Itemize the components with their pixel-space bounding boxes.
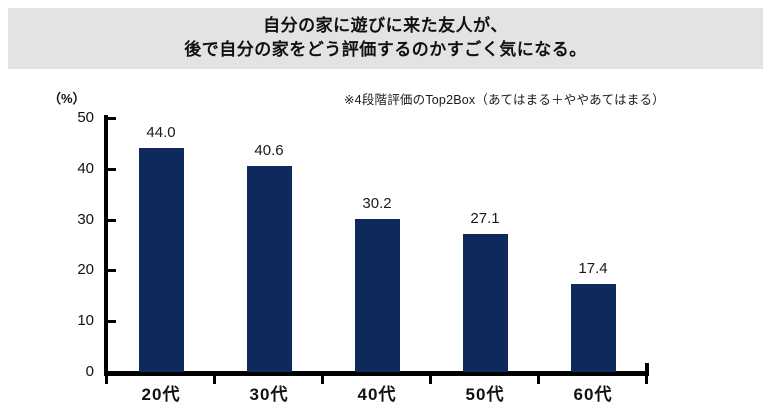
y-axis-tick-mark	[108, 218, 116, 222]
y-axis-tick-mark	[108, 269, 116, 273]
chart-title-box: 自分の家に遊びに来た友人が、 後で自分の家をどう評価するのかすごく気になる。	[8, 8, 763, 69]
bar-value-label: 17.4	[578, 259, 608, 277]
bar-value-label: 27.1	[470, 210, 500, 228]
y-axis-unit-label: （%）	[48, 91, 86, 106]
x-axis-end-cap	[645, 363, 649, 372]
x-axis-category-label: 40代	[357, 385, 397, 404]
x-axis-category-label: 30代	[249, 385, 289, 404]
bar-20代	[138, 148, 184, 372]
y-axis-tick-label: 30	[77, 210, 94, 228]
chart-title-line-2: 後で自分の家をどう評価するのかすごく気になる。	[184, 40, 587, 59]
x-axis-tick-mark	[321, 376, 324, 384]
y-axis-tick-label: 20	[77, 261, 94, 279]
x-axis-line	[104, 371, 649, 376]
bar-value-label: 30.2	[362, 194, 392, 212]
x-axis-tick-mark	[537, 376, 540, 384]
bar-value-label: 44.0	[146, 124, 176, 142]
y-axis-line	[104, 115, 108, 376]
y-axis-tick-label: 50	[77, 109, 94, 126]
y-axis-tick-mark	[108, 320, 116, 324]
bar-60代	[570, 283, 616, 372]
y-axis-tick-label: 0	[85, 363, 94, 380]
bar-value-label: 40.6	[254, 141, 284, 159]
x-axis-category-label: 50代	[465, 385, 505, 404]
x-axis-tick-mark	[645, 376, 648, 384]
x-axis-tick-mark	[429, 376, 432, 384]
bar-30代	[246, 165, 292, 372]
y-axis-tick-label: 10	[77, 312, 94, 330]
y-axis-tick-mark	[108, 167, 116, 171]
chart-title-line-1: 自分の家に遊びに来た友人が、	[263, 16, 508, 35]
x-axis-tick-mark	[105, 376, 108, 384]
x-axis-tick-mark	[213, 376, 216, 384]
x-axis-category-label: 20代	[141, 385, 181, 404]
y-axis-tick-label: 40	[77, 159, 94, 177]
bar-50代	[462, 234, 508, 372]
chart-note: ※4段階評価のTop2Box（あてはまる＋ややあてはまる）	[344, 93, 665, 107]
x-axis-category-label: 60代	[573, 385, 613, 404]
bar-40代	[354, 218, 400, 372]
y-axis-tick-mark	[108, 117, 116, 120]
